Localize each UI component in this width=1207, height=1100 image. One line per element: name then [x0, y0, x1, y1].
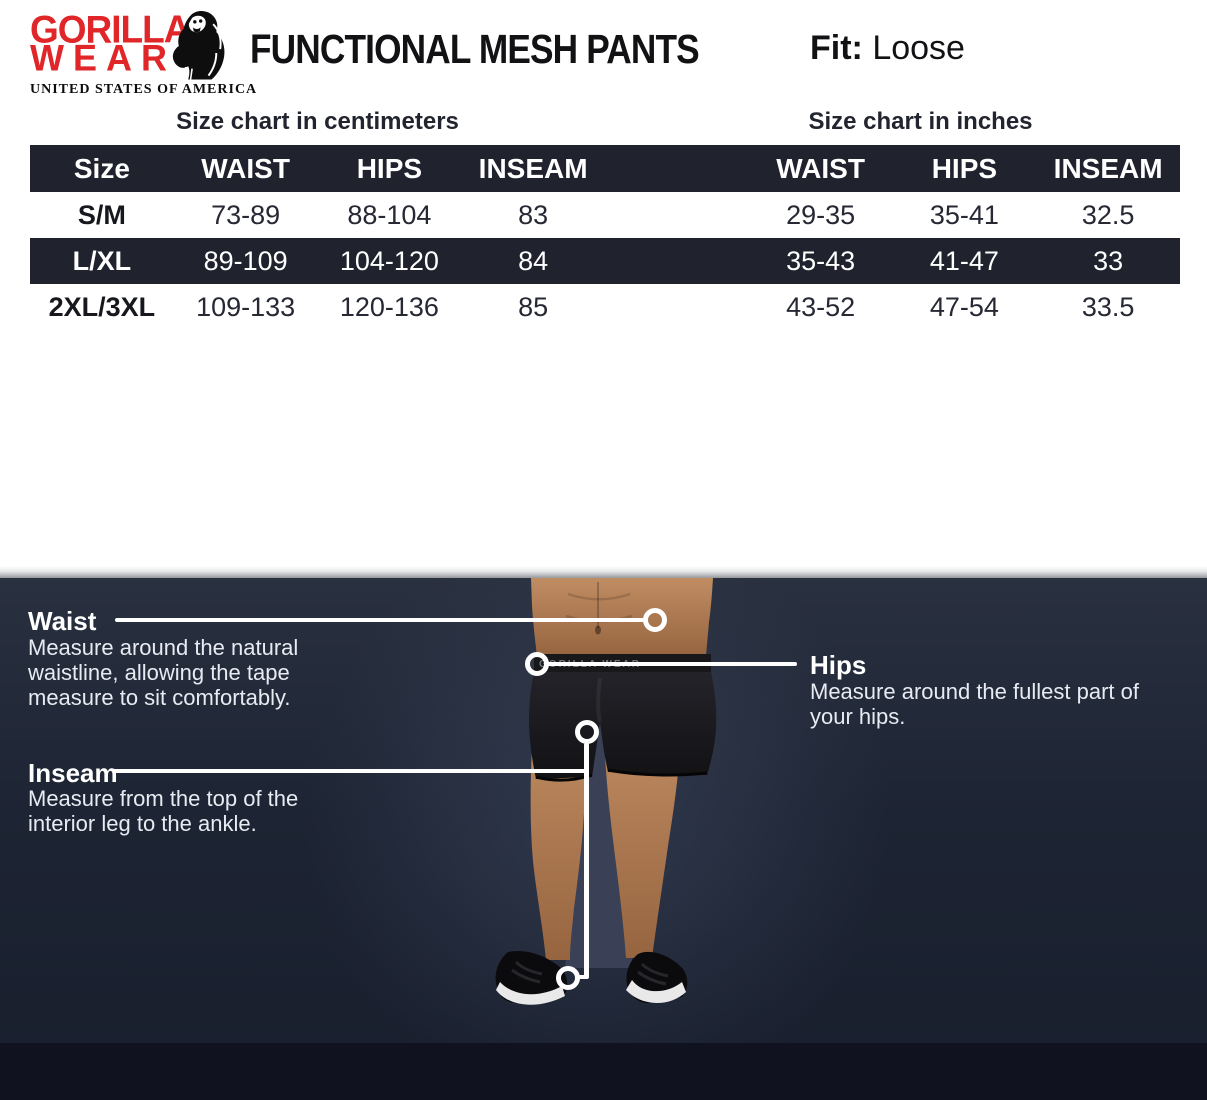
- hips-measure-line: [547, 662, 797, 666]
- cell-hips-in: 47-54: [929, 291, 999, 322]
- inseam-description: Measure from the top of the interior leg…: [28, 786, 299, 836]
- col-header-inseam-in: INSEAM: [1053, 152, 1163, 184]
- col-header-size: Size: [73, 152, 130, 184]
- cell-waist-in: 43-52: [786, 291, 856, 322]
- inseam-elbow-line: [576, 975, 588, 979]
- chart-titles: Size chart in centimeters Size chart in …: [30, 108, 1180, 136]
- col-header-waist-in: WAIST: [776, 152, 865, 184]
- cell-inseam-in: 33: [1093, 245, 1124, 276]
- cell-inseam-cm: 84: [518, 245, 549, 276]
- inseam-bottom-circle: [556, 966, 580, 990]
- cell-hips-cm: 104-120: [339, 245, 439, 276]
- model-right-leg: [604, 718, 682, 958]
- hips-description: Measure around the fullest part of your …: [810, 679, 1139, 729]
- cell-inseam-cm: 85: [518, 291, 549, 322]
- model-torso: [531, 578, 713, 656]
- measuring-guide-section: GORILLA WEAR Waist Measure around the na…: [0, 578, 1207, 1100]
- logo-tagline: UNITED STATES OF AMERICA: [30, 82, 258, 97]
- table-row: S/M 73-89 88-104 83 29-35 35-41 32.5: [30, 192, 1180, 238]
- inseam-top-circle: [575, 720, 599, 744]
- cell-waist-in: 29-35: [786, 199, 856, 230]
- gorilla-icon: [172, 10, 225, 80]
- fit-info: Fit: Loose: [810, 29, 965, 68]
- col-header-hips-cm: HIPS: [356, 152, 423, 184]
- cell-inseam-in: 33.5: [1081, 291, 1135, 322]
- gorilla-wear-logo: GORILLA WEAR UNITED STATES OF AMERICA: [28, 6, 258, 102]
- hips-label: Hips: [810, 650, 867, 680]
- model-left-shoe-sole: [496, 982, 565, 1005]
- waist-description: Measure around the natural waistline, al…: [28, 635, 299, 710]
- cell-hips-cm: 120-136: [339, 291, 439, 322]
- cell-waist-cm: 89-109: [203, 245, 288, 276]
- model-backdrop: [565, 718, 633, 968]
- model-photo: GORILLA WEAR: [495, 578, 717, 1005]
- cell-hips-in: 41-47: [929, 245, 999, 276]
- cell-size: 2XL/3XL: [48, 291, 156, 322]
- table-row: L/XL 89-109 104-120 84 35-43 41-47 33: [30, 238, 1180, 284]
- size-table: Size WAIST HIPS INSEAM WAIST HIPS INSEAM…: [30, 145, 1180, 330]
- cell-hips-in: 35-41: [929, 199, 999, 230]
- cell-inseam-in: 32.5: [1081, 199, 1135, 230]
- cell-waist-in: 35-43: [786, 245, 856, 276]
- cell-hips-cm: 88-104: [347, 199, 432, 230]
- model-left-shoe: [495, 950, 568, 1004]
- cell-waist-cm: 73-89: [211, 199, 281, 230]
- table-header-row: Size WAIST HIPS INSEAM WAIST HIPS INSEAM: [30, 145, 1180, 192]
- section-edge-shadow: [0, 566, 1207, 578]
- col-header-hips-in: HIPS: [931, 152, 998, 184]
- waist-measure-circle: [643, 608, 667, 632]
- inch-chart-title: Size chart in inches: [808, 108, 1033, 135]
- logo-text-wear: WEAR: [30, 37, 176, 79]
- inseam-label: Inseam: [28, 758, 118, 788]
- page-title: FUNCTIONAL MESH PANTS: [250, 26, 700, 72]
- cell-inseam-cm: 83: [518, 199, 549, 230]
- model-right-shoe-sole: [626, 980, 686, 1004]
- waist-label: Waist: [28, 606, 97, 636]
- cell-size: L/XL: [72, 245, 132, 276]
- cell-size: S/M: [77, 199, 126, 230]
- col-header-waist-cm: WAIST: [201, 152, 290, 184]
- inseam-measure-line: [112, 769, 586, 773]
- hips-measure-circle: [525, 652, 549, 676]
- col-header-inseam-cm: INSEAM: [478, 152, 588, 184]
- model-shorts: [529, 672, 717, 779]
- cm-chart-title: Size chart in centimeters: [176, 108, 459, 135]
- table-row: 2XL/3XL 109-133 120-136 85 43-52 47-54 3…: [30, 284, 1180, 330]
- logo-text-gorilla: GORILLA: [30, 8, 190, 51]
- footer-band: [0, 1043, 1207, 1100]
- fit-label: Fit:: [810, 29, 863, 67]
- waist-measure-line: [115, 618, 644, 622]
- inseam-vertical-line: [584, 743, 589, 979]
- cell-waist-cm: 109-133: [196, 291, 296, 322]
- fit-value: Loose: [872, 29, 965, 67]
